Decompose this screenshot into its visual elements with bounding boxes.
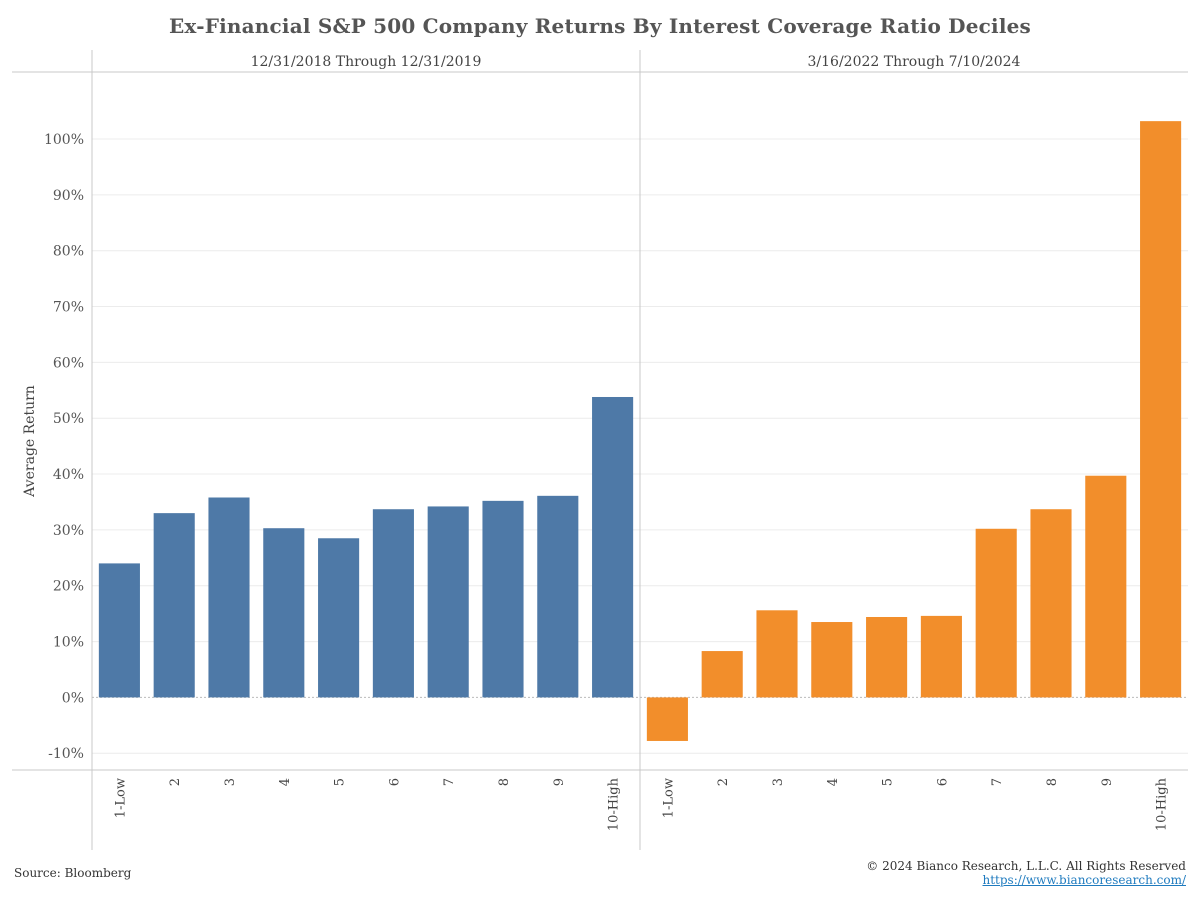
- bar: [592, 396, 634, 698]
- x-tick-label: 8: [497, 778, 512, 786]
- bar: [811, 622, 853, 698]
- copyright-note: © 2024 Bianco Research, L.L.C. All Right…: [866, 859, 1186, 873]
- bar: [318, 538, 360, 698]
- x-tick-label: 1-Low: [661, 778, 676, 818]
- y-tick-label: 40%: [53, 467, 84, 483]
- bar: [482, 500, 524, 698]
- bar: [153, 513, 195, 698]
- source-note: Source: Bloomberg: [14, 866, 132, 880]
- website-link[interactable]: https://www.biancoresearch.com/: [982, 873, 1186, 887]
- bar: [98, 563, 140, 698]
- x-tick-label: 2: [716, 778, 731, 786]
- chart-title: Ex-Financial S&P 500 Company Returns By …: [168, 14, 1032, 38]
- y-tick-label: 10%: [53, 635, 84, 651]
- bar: [1030, 509, 1072, 698]
- y-axis-title: Average Return: [22, 385, 38, 498]
- y-tick-label: 30%: [53, 523, 84, 539]
- bar: [537, 495, 579, 698]
- y-tick-label: 70%: [53, 300, 84, 316]
- x-tick-label: 8: [1045, 778, 1060, 786]
- x-tick-label: 7: [442, 778, 457, 786]
- x-tick-label: 5: [881, 778, 896, 786]
- x-tick-label: 9: [552, 778, 567, 786]
- panel-title: 3/16/2022 Through 7/10/2024: [808, 54, 1021, 70]
- x-tick-label: 1-Low: [113, 778, 128, 818]
- x-tick-label: 4: [278, 778, 293, 786]
- panel-title: 12/31/2018 Through 12/31/2019: [251, 54, 482, 70]
- bar: [208, 497, 250, 698]
- y-tick-label: -10%: [48, 746, 84, 762]
- y-tick-label: 50%: [53, 411, 84, 427]
- bar: [1085, 475, 1127, 698]
- bar: [920, 615, 962, 698]
- x-tick-label: 9: [1100, 778, 1115, 786]
- bar: [372, 509, 414, 698]
- y-tick-label: 0%: [62, 690, 84, 706]
- y-tick-label: 60%: [53, 355, 84, 371]
- x-tick-label: 6: [387, 778, 402, 786]
- x-tick-label: 7: [990, 778, 1005, 786]
- bar: [1140, 121, 1182, 698]
- x-tick-label: 4: [826, 778, 841, 786]
- bar: [866, 616, 908, 698]
- x-tick-label: 2: [168, 778, 183, 786]
- y-tick-label: 90%: [53, 188, 84, 204]
- x-tick-label: 10-High: [607, 777, 622, 831]
- y-tick-label: 100%: [44, 132, 84, 148]
- bar: [263, 528, 305, 698]
- x-tick-label: 6: [935, 778, 950, 786]
- bar: [701, 651, 743, 698]
- bar: [975, 528, 1017, 698]
- x-tick-label: 3: [771, 778, 786, 786]
- x-tick-label: 5: [333, 778, 348, 786]
- y-tick-label: 80%: [53, 244, 84, 260]
- x-tick-label: 3: [223, 778, 238, 786]
- bar: [427, 506, 469, 698]
- bar: [646, 697, 688, 741]
- y-tick-label: 20%: [53, 579, 84, 595]
- bar: [756, 610, 798, 698]
- x-tick-label: 10-High: [1155, 777, 1170, 831]
